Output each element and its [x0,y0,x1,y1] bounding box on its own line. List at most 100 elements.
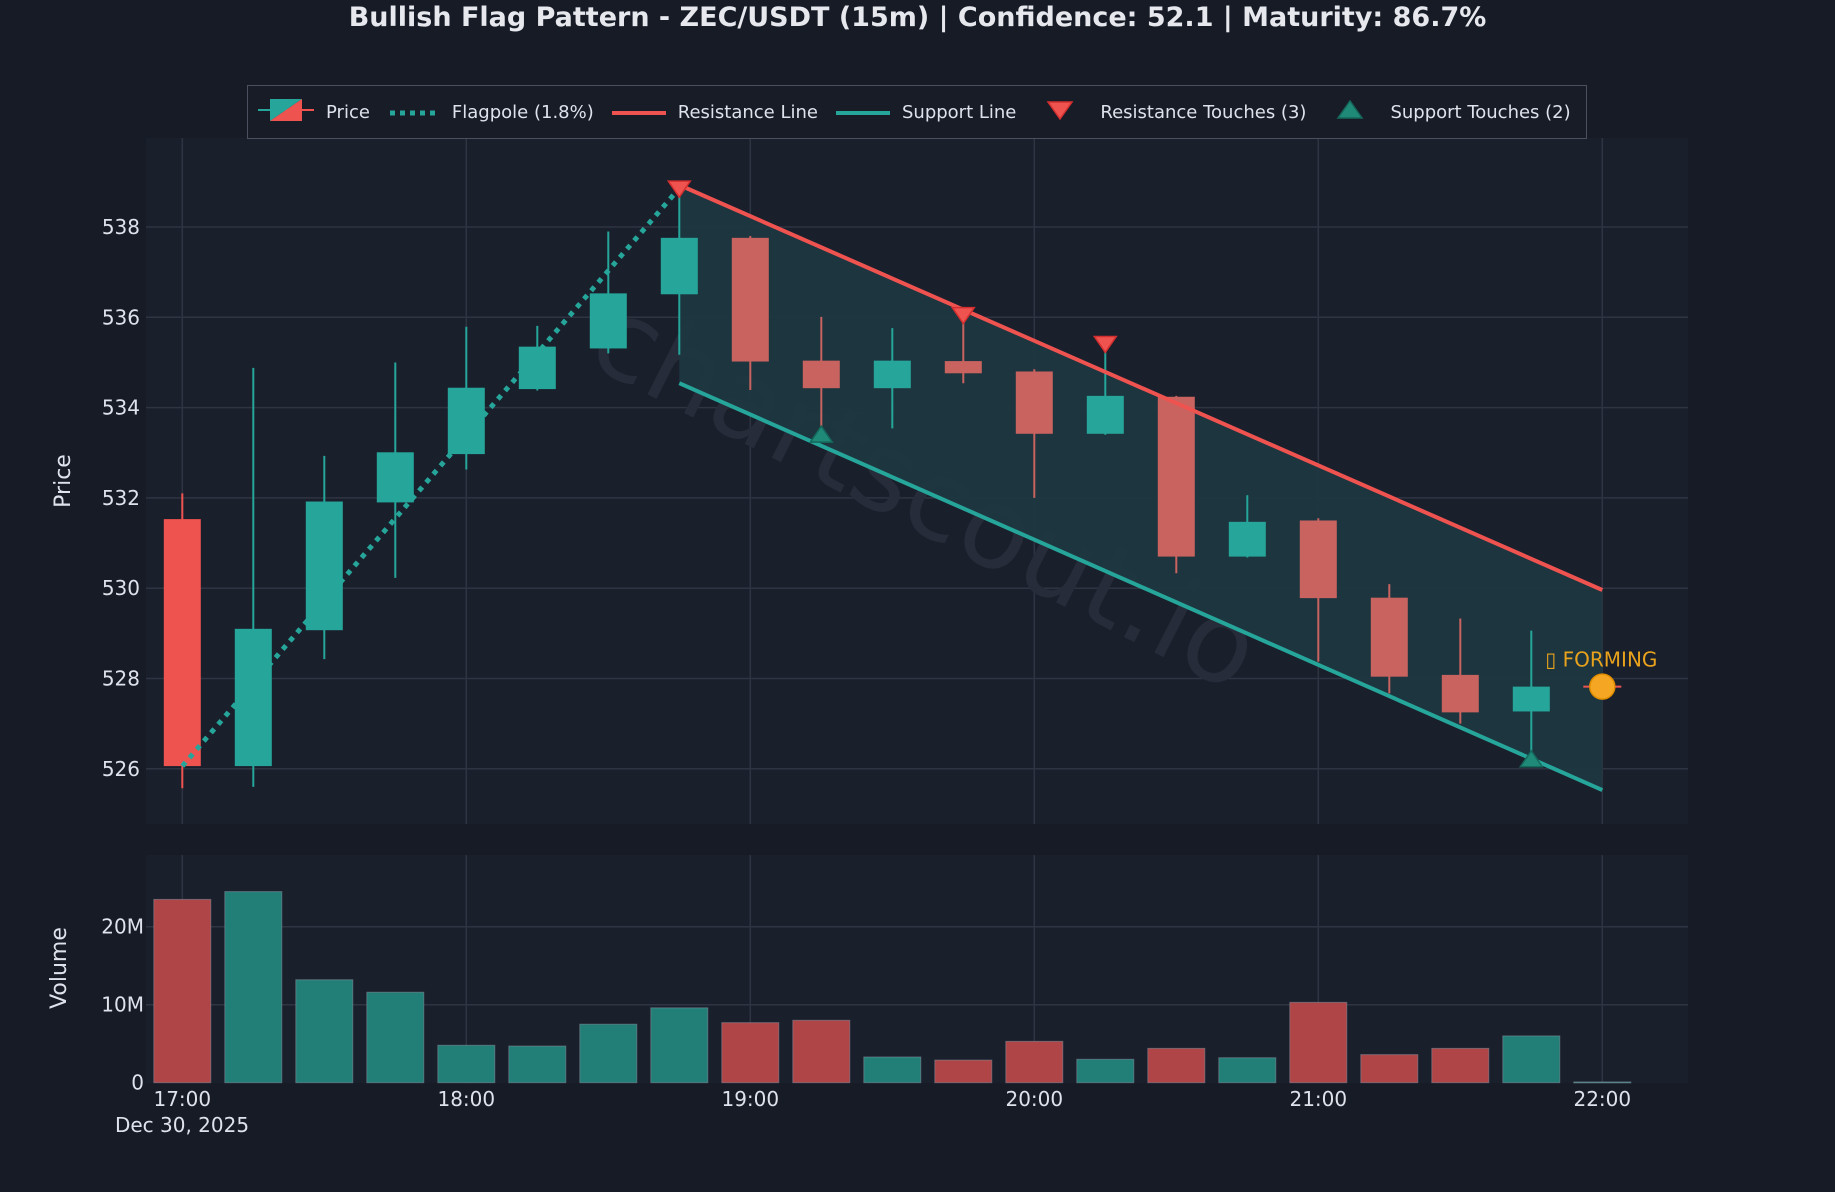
red-line-icon [611,102,666,123]
x-tick-label: 22:00 [1573,1087,1631,1111]
volume-bar[interactable] [295,979,354,1084]
volume-bar[interactable] [1147,1047,1206,1084]
candle-body [518,346,556,390]
y-tick-label: 534 [102,396,140,420]
volume-bar[interactable] [153,898,212,1084]
candle-body [660,237,698,295]
y-tick-label: 538 [102,215,140,239]
candle-body [1228,521,1266,557]
candlestick[interactable] [589,231,627,354]
forming-marker[interactable] [1589,673,1616,700]
candlestick[interactable] [376,362,414,578]
candlestick[interactable] [1370,584,1408,694]
candle-body [731,237,769,362]
triangle-down-icon [1046,99,1074,126]
candlestick[interactable] [873,328,911,429]
y-tick-label: 20M [101,915,144,939]
legend-label: Support Touches (2) [1390,101,1571,123]
y-tick-label: 526 [102,757,140,781]
x-tick-label: 18:00 [437,1087,495,1111]
y-tick-label: 532 [102,486,140,510]
volume-bar[interactable] [1005,1040,1064,1084]
candlestick[interactable] [660,188,698,355]
y-tick-label: 528 [102,667,140,691]
candlestick[interactable] [1086,343,1124,435]
dotted-line-icon [388,102,440,123]
candle-body [1370,597,1408,677]
legend-item-flagpole[interactable]: Flagpole (1.8%) [388,102,594,123]
teal-line-icon [835,102,890,123]
volume-bar[interactable] [366,991,425,1084]
legend-label: Resistance Line [677,101,818,123]
x-date-label: Dec 30, 2025 [115,1113,249,1137]
resistance-line [678,183,1604,592]
volume-bar[interactable] [934,1059,993,1084]
volume-bar[interactable] [1502,1035,1561,1084]
y-tick-label: 530 [102,576,140,600]
volume-bar[interactable] [1289,1001,1348,1084]
triangle-up-icon [1336,99,1364,126]
x-tick-label: 17:00 [153,1087,211,1111]
volume-bar[interactable] [1360,1054,1419,1084]
candle-body [1299,520,1337,599]
volume-bar[interactable] [437,1044,496,1084]
candle-body [589,293,627,349]
legend-label: Resistance Touches (3) [1100,101,1307,123]
candle-body [802,360,840,389]
resistance-touch-marker[interactable] [1092,335,1118,354]
candlestick[interactable] [518,325,556,391]
candlestick[interactable] [1512,630,1550,760]
candle-body [1441,674,1479,713]
volume-bar[interactable] [1431,1047,1490,1084]
y-tick-label: 536 [102,305,140,329]
candle-body [376,452,414,503]
candlestick-icon [258,97,314,128]
volume-bar[interactable] [792,1019,851,1084]
y-tick-label: 10M [101,993,144,1017]
candlestick[interactable] [731,236,769,390]
candlestick[interactable] [1299,518,1337,662]
volume-bar[interactable] [224,891,283,1084]
volume-bar[interactable] [1076,1058,1135,1084]
candlestick[interactable] [1157,395,1195,574]
volume-bar[interactable] [863,1056,922,1084]
candle-body [1086,395,1124,434]
support-line [678,381,1604,792]
volume-bar[interactable] [1218,1057,1277,1084]
candlestick[interactable] [163,493,201,789]
volume-bar[interactable] [1573,1081,1632,1084]
candlestick[interactable] [305,455,343,660]
x-tick-label: 21:00 [1289,1087,1347,1111]
candlestick[interactable] [1228,495,1266,558]
candlestick[interactable] [1441,618,1479,724]
candle-body [944,361,982,374]
legend-label: Price [326,101,370,123]
candlestick[interactable] [234,367,272,787]
legend-item-support-line[interactable]: Support Line [835,102,1016,123]
candlestick[interactable] [802,316,840,436]
x-tick-label: 20:00 [1005,1087,1063,1111]
legend-label: Flagpole (1.8%) [451,101,594,123]
legend-item-support-touches[interactable]: Support Touches (2) [1336,99,1571,126]
volume-bar[interactable] [721,1022,780,1084]
support-touch-marker[interactable] [808,424,834,443]
candle-body [1512,686,1550,712]
legend-item-resistance-line[interactable]: Resistance Line [611,101,818,123]
candle-body [1157,396,1195,557]
legend-item-resistance-touches[interactable]: Resistance Touches (3) [1046,99,1306,126]
legend-item-price[interactable]: Price [258,97,370,128]
volume-bar[interactable] [508,1045,567,1084]
candle-body [163,519,201,767]
support-touch-marker[interactable] [1518,749,1544,768]
y-tick-label: 0 [131,1071,144,1095]
volume-bar[interactable] [650,1007,709,1084]
volume-panel: 17:00 18:00 19:00 20:00 21:00 22:00 Dec 30, 20… [101,855,1688,1137]
price-panel: 526528530532534536538chartscout.io▯ FORM… [102,138,1688,824]
y-axis-label-price: Price [51,454,76,508]
resistance-touch-marker[interactable] [666,180,692,199]
volume-bar[interactable] [579,1023,638,1084]
resistance-touch-marker[interactable] [950,306,976,325]
x-tick-label: 19:00 [721,1087,779,1111]
candlestick[interactable] [1015,369,1053,498]
